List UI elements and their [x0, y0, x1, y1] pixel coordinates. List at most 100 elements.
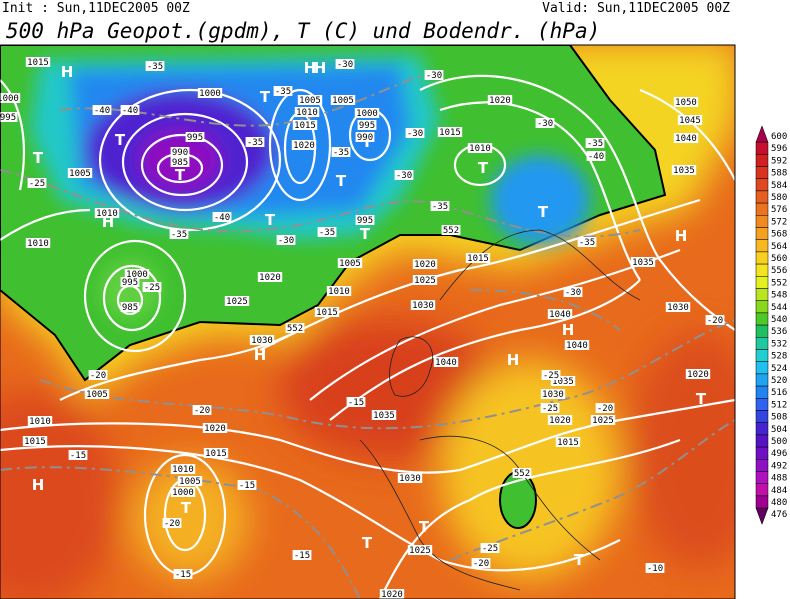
isobar-label: 1030 [667, 303, 689, 313]
isobar-label-box [685, 369, 711, 379]
isobar-label-box [249, 335, 275, 345]
pressure-center: T [33, 149, 44, 167]
isobar-label-box [294, 107, 320, 117]
colorbar-cell [755, 276, 769, 289]
temperature-label: -10 [647, 564, 663, 574]
colorbar-cell [755, 337, 769, 350]
colorbar-label: 540 [771, 315, 787, 325]
map-labels: HHTTTTHTTTTTTHHHHTHTTTTH1015100510009959… [0, 57, 725, 599]
temperature-label: -20 [194, 406, 210, 416]
colorbar-label: 492 [771, 461, 787, 471]
temperature-label: -20 [90, 371, 106, 381]
temperature-label: 552 [443, 226, 459, 236]
isobar-label: 1005 [69, 169, 91, 179]
temperature-label: -35 [333, 148, 349, 158]
colorbar-cell [755, 288, 769, 301]
colorbar-label: 512 [771, 400, 787, 410]
isobar-label-box [203, 448, 229, 458]
isobar-label-box [437, 127, 463, 137]
pressure-center: H [304, 59, 317, 77]
temperature-label: -40 [214, 213, 230, 223]
isobar-label-box [555, 437, 581, 447]
temperature-label-box [480, 543, 500, 553]
colorbar-cell [755, 507, 769, 526]
isobar-label-box [197, 88, 223, 98]
pressure-center: H [254, 346, 267, 364]
isobar-label: 1030 [542, 390, 564, 400]
colorbar-label: 524 [771, 364, 787, 374]
isobar-label-box [170, 157, 190, 167]
colorbar-cell [755, 227, 769, 240]
isobar-label: 995 [359, 121, 375, 131]
colorbar-label: 600 [771, 132, 787, 142]
temperature-label: -35 [587, 139, 603, 149]
isobar-label: 1020 [293, 141, 315, 151]
colorbar-label: 520 [771, 376, 787, 386]
pressure-center: T [265, 211, 276, 229]
temperature-label: -35 [579, 238, 595, 248]
isobar-label: 1000 [126, 270, 148, 280]
pressure-center: T [696, 390, 707, 408]
isobar [639, 88, 735, 181]
isobar-label-box [564, 340, 590, 350]
pressure-center: T [419, 518, 430, 536]
isobar-label-box [355, 215, 375, 225]
isobar-label: 1010 [172, 465, 194, 475]
temperature-label-box [405, 128, 425, 138]
pressure-center: T [362, 534, 373, 552]
colorbar-cell [755, 459, 769, 472]
isobar-label-box [337, 258, 363, 268]
isobar-label-box [202, 423, 228, 433]
temperature-label-box [471, 558, 491, 568]
temperature-label: -20 [597, 404, 613, 414]
isobar-label: 1020 [414, 260, 436, 270]
temperature-label-box [394, 170, 414, 180]
temperature-label-box [92, 105, 112, 115]
temperature-label: -15 [348, 398, 364, 408]
isobar-label: 1010 [328, 287, 350, 297]
isobar-label: 1025 [409, 546, 431, 556]
colorbar-label: 480 [771, 498, 787, 508]
isobar-label: 985 [172, 158, 188, 168]
isobar-label-box [185, 132, 205, 142]
colorbar-label: 596 [771, 144, 787, 154]
isobar-label: 985 [122, 303, 138, 313]
isobar-label: 1020 [259, 273, 281, 283]
valid-time: Valid: Sun,11DEC2005 00Z [542, 1, 730, 16]
colorbar-cell [755, 215, 769, 228]
isobar-label: 1010 [29, 417, 51, 427]
temperature-label-box [192, 405, 212, 415]
temperature-label: -15 [294, 551, 310, 561]
isobar [98, 88, 282, 232]
isobar-label-box [487, 95, 513, 105]
colorbar-label: 564 [771, 242, 787, 252]
temperature-label-box [645, 563, 665, 573]
temperature-label-box [577, 237, 597, 247]
isobar-label: 1000 [199, 89, 221, 99]
colorbar-cell [755, 349, 769, 362]
isobar-label-box [25, 57, 51, 67]
isobar-label-box [410, 300, 436, 310]
isobar-label: 1025 [414, 276, 436, 286]
pressure-center: H [562, 321, 575, 339]
temperature-label: -40 [122, 106, 138, 116]
colorbar-label: 588 [771, 169, 787, 179]
colorbar-label: 484 [771, 486, 787, 496]
isobar-label-box [25, 238, 51, 248]
isobar [0, 79, 26, 191]
temperature-label: -35 [319, 228, 335, 238]
isobar-label: 1035 [552, 377, 574, 387]
isobar-label: 1025 [226, 297, 248, 307]
isobar-label: 1035 [632, 258, 654, 268]
isobar-label: 1030 [251, 336, 273, 346]
temperature-label: -20 [164, 519, 180, 529]
isobar-label-box [673, 97, 699, 107]
colorbar-label: 500 [771, 437, 787, 447]
colorbar-label: 544 [771, 303, 787, 313]
temperature-label: -40 [588, 152, 604, 162]
temperature-label-box [145, 61, 165, 71]
temperature-label-box [212, 212, 232, 222]
pressure-center: T [538, 203, 549, 221]
isobar-label-box [224, 296, 250, 306]
